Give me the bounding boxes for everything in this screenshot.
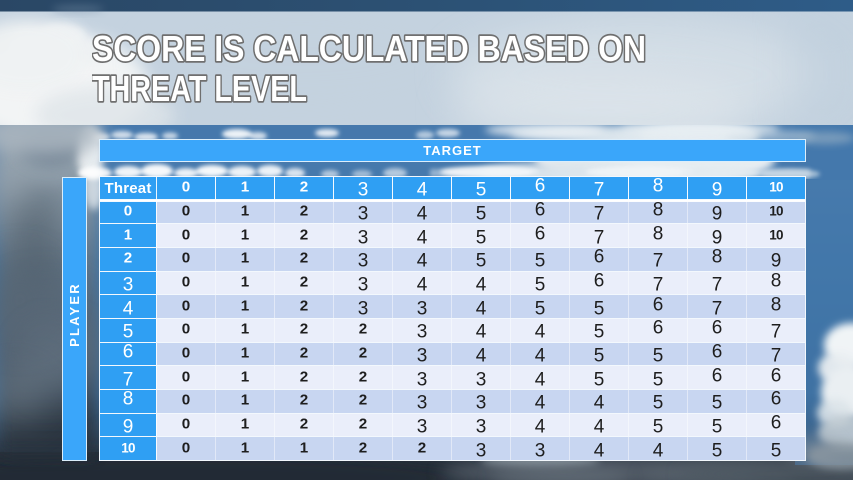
svg-text:THREAT LEVEL: THREAT LEVEL	[92, 68, 307, 109]
svg-text:SCORE IS CALCULATED BASED ON: SCORE IS CALCULATED BASED ON	[92, 28, 646, 69]
